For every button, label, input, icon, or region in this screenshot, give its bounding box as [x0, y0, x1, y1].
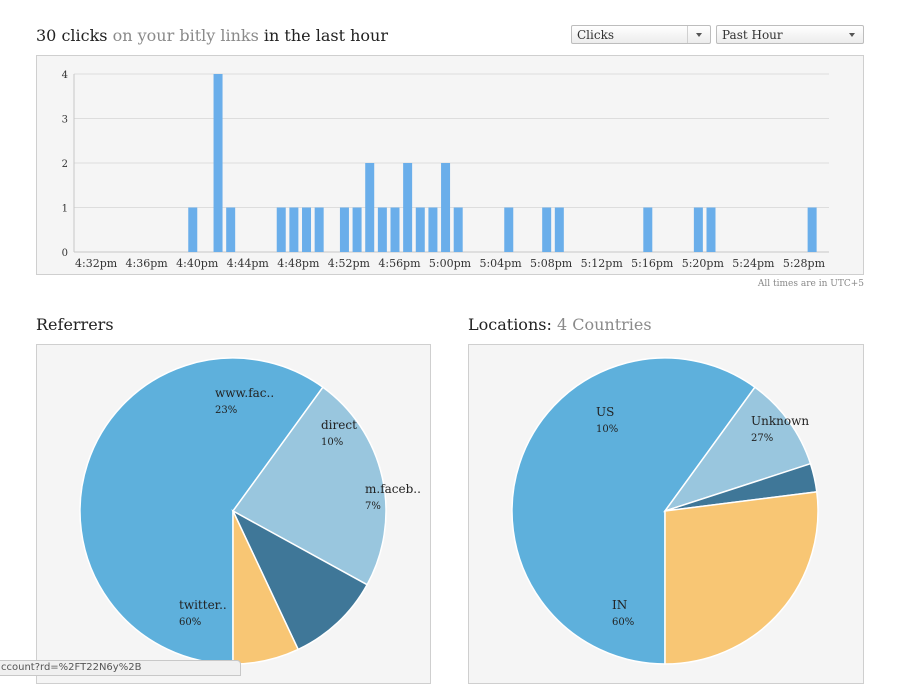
- click-bar[interactable]: [314, 207, 324, 253]
- click-bar[interactable]: [390, 207, 400, 253]
- x-tick-label: 4:36pm: [126, 257, 169, 270]
- click-bar[interactable]: [807, 207, 817, 253]
- pie-slice-percent: 7%: [365, 501, 381, 512]
- click-bar[interactable]: [415, 207, 425, 253]
- x-tick-label: 4:52pm: [328, 257, 371, 270]
- timezone-note: All times are in UTC+5: [757, 279, 864, 289]
- click-bar[interactable]: [428, 207, 438, 253]
- y-tick-label: 3: [62, 115, 68, 126]
- pie-slice[interactable]: [664, 490, 819, 665]
- click-bar[interactable]: [693, 207, 703, 253]
- x-tick-label: 5:20pm: [682, 257, 725, 270]
- click-bar[interactable]: [213, 74, 223, 252]
- browser-status-url: ccount?rd=%2FT22N6y%2B: [0, 660, 241, 676]
- x-tick-label: 5:12pm: [581, 257, 624, 270]
- pie-slice-label: twitter..: [179, 598, 227, 612]
- pie-slice-label: m.faceb..: [365, 482, 421, 496]
- pie-slice-label: US: [596, 405, 614, 419]
- time-range-select-value: Past Hour: [722, 28, 783, 42]
- click-bar[interactable]: [403, 163, 413, 252]
- click-bar[interactable]: [188, 207, 198, 253]
- x-tick-label: 4:32pm: [75, 257, 118, 270]
- click-bar[interactable]: [453, 207, 463, 253]
- click-bar[interactable]: [289, 207, 299, 253]
- metric-select-dropdown[interactable]: [687, 26, 710, 43]
- metric-select-value: Clicks: [577, 28, 615, 42]
- click-bar[interactable]: [554, 207, 564, 253]
- x-tick-label: 5:08pm: [530, 257, 573, 270]
- x-tick-label: 5:00pm: [429, 257, 472, 270]
- clicks-count-text: 30 clicks: [36, 26, 108, 45]
- click-bar[interactable]: [441, 163, 451, 252]
- countries-count-link[interactable]: 4 Countries: [556, 315, 652, 334]
- locations-pie-panel: IN 60% US 10% Unknown 27%: [468, 344, 864, 684]
- pie-slice-percent: 10%: [596, 424, 618, 435]
- pie-slice-label: www.fac..: [215, 386, 274, 400]
- click-bar[interactable]: [377, 207, 387, 253]
- pie-slice[interactable]: [79, 357, 324, 665]
- clicks-headline: 30 clicks on your bitly links in the las…: [36, 26, 388, 45]
- pie-slice-percent: 23%: [215, 405, 237, 416]
- pie-slice-percent: 60%: [612, 617, 634, 628]
- time-range-select[interactable]: Past Hour: [716, 25, 864, 44]
- metric-select[interactable]: Clicks: [571, 25, 711, 44]
- click-bar[interactable]: [365, 163, 375, 252]
- chevron-down-icon: [696, 33, 702, 37]
- clicks-bar-chart: 0 1 2 3 4 4:32pm 4:36pm 4:40pm 4:44pm 4:48pm 4:52p…: [62, 70, 829, 270]
- pie-slice-percent: 10%: [321, 437, 343, 448]
- x-tick-label: 5:16pm: [631, 257, 674, 270]
- referrers-title: Referrers: [36, 315, 114, 334]
- click-bar[interactable]: [504, 207, 514, 253]
- click-bar[interactable]: [352, 207, 362, 253]
- y-tick-label: 0: [62, 248, 68, 259]
- pie-slice-label: IN: [612, 598, 627, 612]
- pie-slice[interactable]: [231, 509, 369, 651]
- referrers-title-text: Referrers: [36, 315, 114, 334]
- pie-slice-percent: 27%: [751, 433, 773, 444]
- x-tick-label: 5:04pm: [479, 257, 522, 270]
- y-tick-label: 2: [62, 159, 68, 170]
- y-tick-label: 4: [62, 70, 68, 81]
- click-bar[interactable]: [706, 207, 716, 253]
- x-tick-label: 4:40pm: [176, 257, 219, 270]
- time-range-select-dropdown[interactable]: [841, 26, 863, 43]
- bitly-links-link[interactable]: on your bitly links: [112, 26, 259, 45]
- click-bar[interactable]: [276, 207, 286, 253]
- click-bar[interactable]: [542, 207, 552, 253]
- x-tick-label: 4:56pm: [378, 257, 421, 270]
- y-tick-label: 1: [62, 204, 68, 215]
- locations-title: Locations: 4 Countries: [468, 315, 652, 334]
- pie-slice-label: direct: [321, 418, 357, 432]
- pie-slice[interactable]: [231, 386, 387, 586]
- click-bar[interactable]: [302, 207, 312, 253]
- pie-slice[interactable]: [511, 357, 756, 665]
- click-bar[interactable]: [643, 207, 653, 253]
- pie-slice[interactable]: [663, 386, 812, 513]
- pie-slice-label: Unknown: [751, 414, 809, 428]
- referrers-pie-panel: twitter.. 60% www.fac.. 23% direct 10% m.faceb…: [36, 344, 431, 684]
- time-window-text: in the last hour: [263, 26, 388, 45]
- x-tick-label: 5:24pm: [732, 257, 775, 270]
- x-tick-label: 5:28pm: [783, 257, 826, 270]
- locations-pie-chart: IN 60% US 10% Unknown 27%: [511, 357, 819, 665]
- x-tick-label: 4:44pm: [227, 257, 270, 270]
- referrers-pie-chart: twitter.. 60% www.fac.. 23% direct 10% m.faceb…: [79, 357, 421, 665]
- click-bar[interactable]: [226, 207, 236, 253]
- chevron-down-icon: [849, 33, 855, 37]
- click-bar[interactable]: [339, 207, 349, 253]
- clicks-bar-chart-panel: 0 1 2 3 4 4:32pm 4:36pm 4:40pm 4:44pm 4:48pm 4:52p…: [36, 55, 864, 275]
- pie-slice-percent: 60%: [179, 617, 201, 628]
- locations-title-text: Locations:: [468, 315, 552, 334]
- x-tick-label: 4:48pm: [277, 257, 320, 270]
